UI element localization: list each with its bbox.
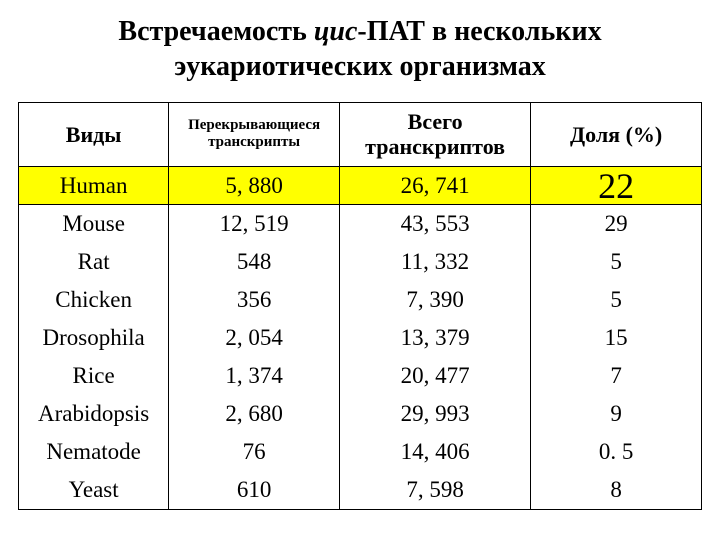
table-row: Arabidopsis 2, 680 29, 993 9 [19, 395, 702, 433]
cell-overlap: 548 [169, 243, 340, 281]
title-pre: Встречаемость [118, 16, 313, 47]
table-row: Yeast 610 7, 598 8 [19, 471, 702, 509]
table-row: Rice 1, 374 20, 477 7 [19, 357, 702, 395]
cell-total: 29, 993 [340, 395, 531, 433]
cell-species: Rat [19, 243, 169, 281]
col-species: Виды [19, 103, 169, 167]
cell-percent: 15 [531, 319, 702, 357]
cell-overlap: 1, 374 [169, 357, 340, 395]
cell-overlap: 610 [169, 471, 340, 509]
cell-total: 13, 379 [340, 319, 531, 357]
cell-total: 7, 390 [340, 281, 531, 319]
table-row: Mouse 12, 519 43, 553 29 [19, 205, 702, 243]
cell-overlap: 2, 054 [169, 319, 340, 357]
cell-species: Yeast [19, 471, 169, 509]
cell-species: Chicken [19, 281, 169, 319]
cell-overlap: 12, 519 [169, 205, 340, 243]
cell-percent: 22 [531, 166, 702, 205]
cell-overlap: 76 [169, 433, 340, 471]
data-table: Виды Перекрывающиеся транскрипты Всего т… [18, 102, 702, 510]
cell-total: 11, 332 [340, 243, 531, 281]
table-header-row: Виды Перекрывающиеся транскрипты Всего т… [19, 103, 702, 167]
cell-total: 7, 598 [340, 471, 531, 509]
col-total: Всего транскриптов [340, 103, 531, 167]
cell-percent: 5 [531, 243, 702, 281]
cell-overlap: 2, 680 [169, 395, 340, 433]
cell-species: Arabidopsis [19, 395, 169, 433]
cell-total: 43, 553 [340, 205, 531, 243]
table-row-highlight: Human 5, 880 26, 741 22 [19, 166, 702, 205]
cell-total: 20, 477 [340, 357, 531, 395]
col-overlap: Перекрывающиеся транскрипты [169, 103, 340, 167]
cell-species: Mouse [19, 205, 169, 243]
table-row: Nematode 76 14, 406 0. 5 [19, 433, 702, 471]
table-row: Rat 548 11, 332 5 [19, 243, 702, 281]
cell-total: 14, 406 [340, 433, 531, 471]
col-percent: Доля (%) [531, 103, 702, 167]
slide: Встречаемость цис-ПАТ в нескольких эукар… [0, 0, 720, 540]
slide-title: Встречаемость цис-ПАТ в нескольких эукар… [18, 14, 702, 84]
cell-percent: 5 [531, 281, 702, 319]
cell-species: Human [19, 166, 169, 205]
cell-percent: 29 [531, 205, 702, 243]
cell-species: Nematode [19, 433, 169, 471]
cell-percent: 9 [531, 395, 702, 433]
cell-species: Rice [19, 357, 169, 395]
cell-overlap: 356 [169, 281, 340, 319]
cell-species: Drosophila [19, 319, 169, 357]
cell-percent: 0. 5 [531, 433, 702, 471]
title-italic: цис [314, 16, 358, 47]
cell-total: 26, 741 [340, 166, 531, 205]
table-row: Drosophila 2, 054 13, 379 15 [19, 319, 702, 357]
cell-percent: 8 [531, 471, 702, 509]
cell-percent: 7 [531, 357, 702, 395]
cell-overlap: 5, 880 [169, 166, 340, 205]
table-row: Chicken 356 7, 390 5 [19, 281, 702, 319]
